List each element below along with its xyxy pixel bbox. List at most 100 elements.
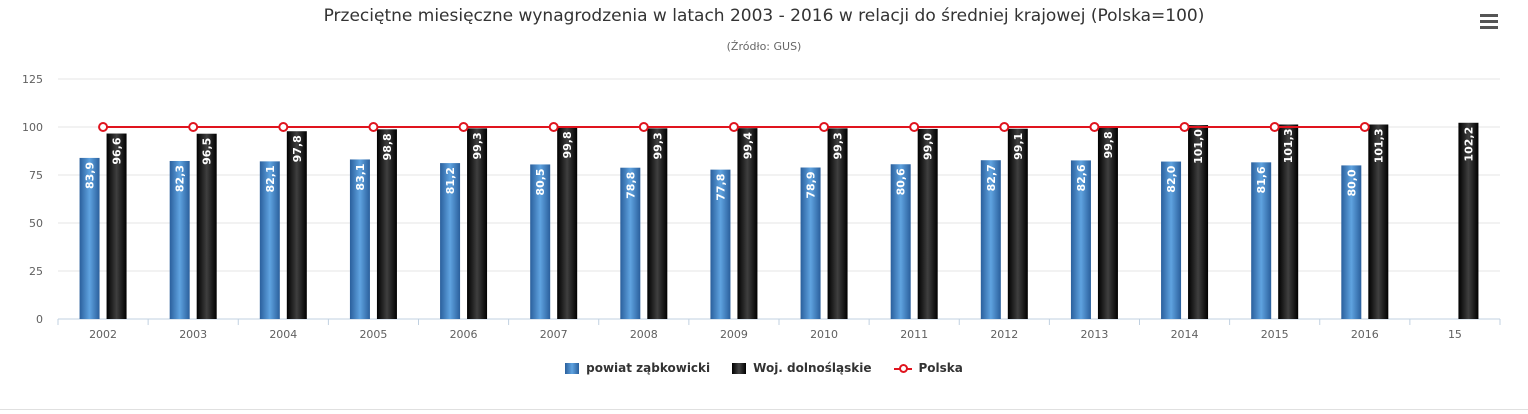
bar <box>557 127 578 319</box>
x-tick-label: 2006 <box>450 328 478 341</box>
x-tick-label: 2014 <box>1171 328 1199 341</box>
legend: powiat ząbkowicki Woj. dolnośląskie Pols… <box>0 361 1528 375</box>
line-point <box>458 122 469 132</box>
x-tick-label: 2005 <box>359 328 387 341</box>
x-tick-label: 2013 <box>1080 328 1108 341</box>
legend-item-powiat[interactable]: powiat ząbkowicki <box>565 361 710 375</box>
data-label: 98,8 <box>381 133 394 160</box>
chart-title: Przeciętne miesięczne wynagrodzenia w la… <box>323 6 1205 26</box>
bar <box>440 163 461 319</box>
data-label: 82,6 <box>1075 164 1088 191</box>
legend-label-powiat: powiat ząbkowicki <box>586 361 711 375</box>
data-label: 99,8 <box>1102 131 1115 158</box>
data-label: 81,6 <box>1255 166 1268 193</box>
bar <box>647 128 668 319</box>
bar <box>349 159 370 319</box>
x-tick-label: 2011 <box>900 328 928 341</box>
bar <box>196 133 217 319</box>
line-point <box>278 122 289 132</box>
data-label: 97,8 <box>291 135 304 162</box>
bar <box>1188 125 1209 319</box>
line-point <box>1359 122 1370 132</box>
data-label: 96,5 <box>201 138 214 165</box>
x-tick-label: 2003 <box>179 328 207 341</box>
line-point <box>1089 122 1100 132</box>
legend-swatch-powiat <box>565 362 580 374</box>
data-label: 96,6 <box>111 137 124 164</box>
x-tick-label: 15 <box>1448 328 1462 341</box>
line-point <box>368 122 379 132</box>
legend-swatch-polska <box>893 363 912 374</box>
x-tick-label: 2008 <box>630 328 658 341</box>
bar <box>467 128 488 319</box>
bar <box>890 164 911 319</box>
hamburger-menu-icon[interactable] <box>1478 12 1500 32</box>
x-tick-label: 2016 <box>1351 328 1379 341</box>
y-tick-label: 25 <box>29 265 43 278</box>
bar <box>1007 128 1028 319</box>
bar <box>1368 124 1389 319</box>
bar <box>1458 122 1479 319</box>
data-label: 99,4 <box>741 132 754 159</box>
legend-item-wojewodztwo[interactable]: Woj. dolnośląskie <box>732 361 872 375</box>
line-point <box>728 122 739 132</box>
bar <box>530 164 551 319</box>
data-label: 101,3 <box>1372 129 1385 164</box>
bar <box>1251 162 1272 319</box>
data-label: 99,0 <box>922 133 935 160</box>
data-label: 77,8 <box>714 174 727 201</box>
chart-subtitle: (Źródło: GUS) <box>726 40 802 53</box>
x-tick-label: 2007 <box>540 328 568 341</box>
x-tick-label: 2002 <box>89 328 117 341</box>
data-label: 80,5 <box>534 168 547 195</box>
data-label: 99,3 <box>832 132 845 159</box>
data-label: 80,0 <box>1345 169 1358 196</box>
data-label: 102,2 <box>1462 127 1475 162</box>
bar <box>1161 161 1182 319</box>
legend-swatch-wojewodztwo <box>732 362 747 374</box>
data-label: 78,9 <box>805 172 818 199</box>
data-label: 101,0 <box>1192 129 1205 164</box>
x-tick-label: 2009 <box>720 328 748 341</box>
y-tick-label: 100 <box>22 121 43 134</box>
bar <box>106 133 127 319</box>
data-label: 82,7 <box>985 164 998 191</box>
bar <box>79 157 100 319</box>
data-label: 80,6 <box>895 168 908 195</box>
legend-label-wojewodztwo: Woj. dolnośląskie <box>753 361 872 375</box>
y-tick-label: 75 <box>29 169 43 182</box>
line-point <box>98 122 109 132</box>
bar <box>1278 124 1299 319</box>
data-label: 82,3 <box>174 165 187 192</box>
data-label: 99,1 <box>1012 133 1025 160</box>
data-label: 83,1 <box>354 163 367 190</box>
legend-label-polska: Polska <box>918 361 963 375</box>
bar <box>1341 165 1362 319</box>
line-point <box>819 122 830 132</box>
bar <box>737 128 758 319</box>
x-tick-label: 2012 <box>990 328 1018 341</box>
data-label: 82,1 <box>264 165 277 192</box>
data-label: 101,3 <box>1282 129 1295 164</box>
x-tick-label: 2015 <box>1261 328 1289 341</box>
data-label: 99,3 <box>651 132 664 159</box>
data-label: 99,8 <box>561 131 574 158</box>
bar <box>286 131 307 319</box>
line-point <box>999 122 1010 132</box>
line-point <box>1269 122 1280 132</box>
bar <box>1097 127 1118 319</box>
legend-item-polska[interactable]: Polska <box>893 361 963 375</box>
data-label: 99,3 <box>471 132 484 159</box>
y-tick-label: 125 <box>22 73 43 86</box>
x-tick-label: 2004 <box>269 328 297 341</box>
bar <box>376 129 397 319</box>
bar <box>620 167 641 319</box>
data-label: 82,0 <box>1165 165 1178 192</box>
data-label: 83,9 <box>84 162 97 189</box>
bar <box>259 161 280 319</box>
x-tick-label: 2010 <box>810 328 838 341</box>
bar <box>169 160 190 319</box>
line-point <box>638 122 649 132</box>
